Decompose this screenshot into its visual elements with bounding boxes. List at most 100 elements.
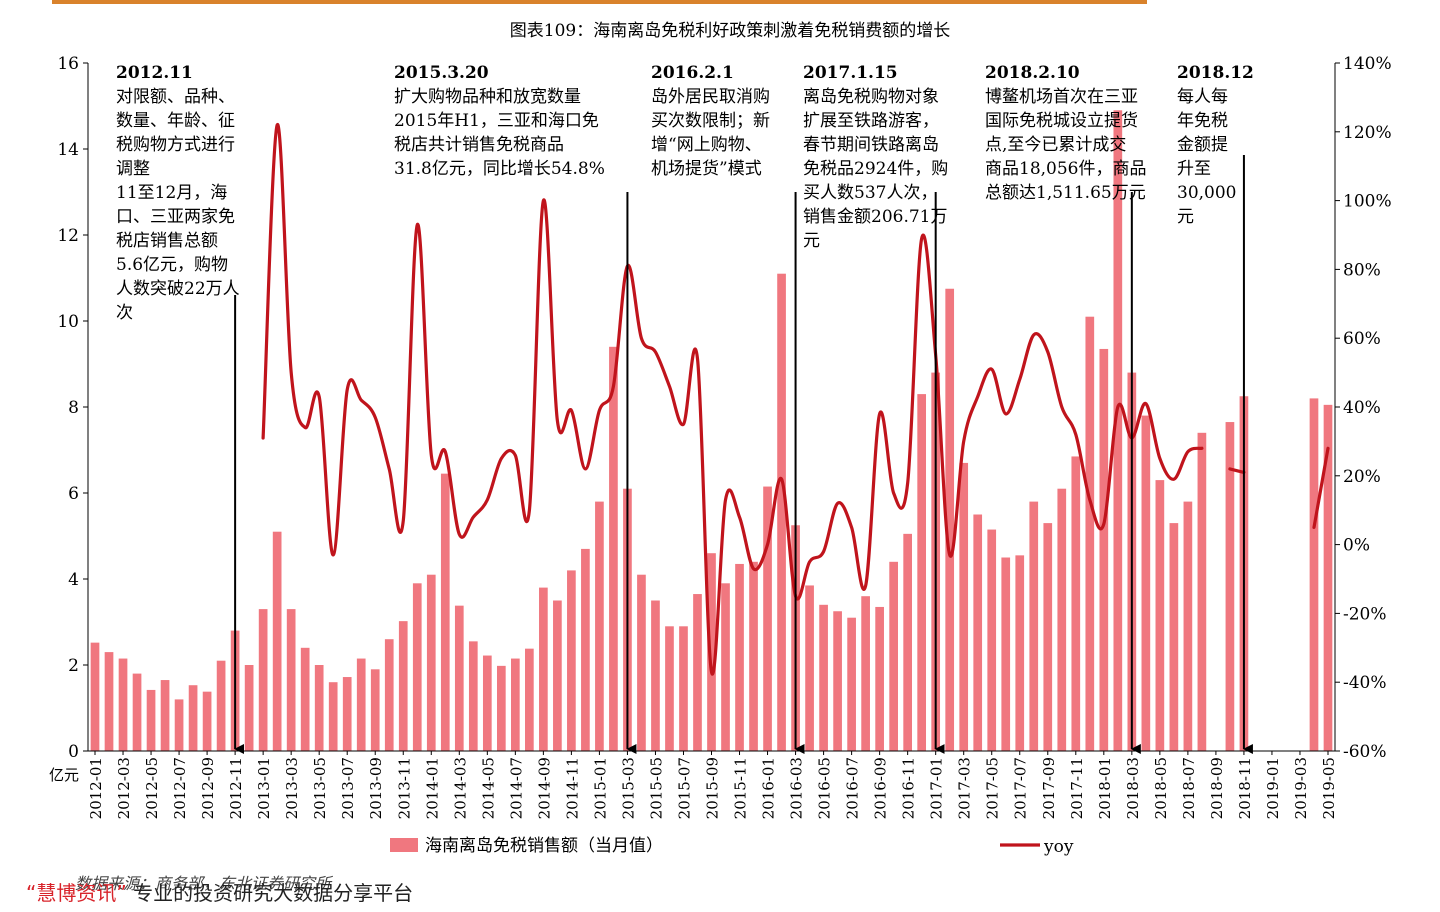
legend-line-label: yoy xyxy=(1043,837,1074,857)
sales-bar xyxy=(819,604,828,751)
annotation-line: 数量、年龄、征 xyxy=(116,111,235,131)
header-rule xyxy=(52,0,1147,4)
x-tick-label: 2017-07 xyxy=(1012,757,1030,819)
sales-bar xyxy=(889,561,898,751)
x-tick-label: 2018-01 xyxy=(1096,757,1114,819)
sales-bar xyxy=(1001,557,1011,751)
sales-bar xyxy=(202,691,212,751)
sales-bar xyxy=(1183,501,1193,751)
left-tick-label: 2 xyxy=(68,656,79,676)
sales-bar xyxy=(482,655,492,751)
axes: 0 2 4 6 8 10 12 14 16 -60% -40% -20% 0% 20% 40% 60% 80% 1… xyxy=(57,54,1391,819)
sales-bar xyxy=(300,647,310,751)
sales-bar xyxy=(637,574,646,751)
x-tick-label: 2013-11 xyxy=(395,757,413,819)
x-tick-label: 2014-03 xyxy=(451,757,469,819)
x-tick-label: 2013-05 xyxy=(311,757,329,819)
x-tick-label: 2017-05 xyxy=(984,757,1002,819)
watermark: “慧博资讯” 专业的投资研究大数据分享平台 xyxy=(26,877,413,906)
source-note: 数据来源：商务部，东北证券研究所 xyxy=(75,874,334,893)
x-tick-label: 2016-05 xyxy=(816,757,834,819)
sales-bar xyxy=(861,596,870,751)
sales-bar xyxy=(581,548,590,751)
sales-bar xyxy=(90,642,100,751)
x-tick-label: 2012-01 xyxy=(87,757,105,819)
x-tick-label: 2013-07 xyxy=(339,757,357,819)
sales-bar xyxy=(973,514,983,751)
sales-bar xyxy=(875,606,884,751)
x-tick-label: 2019-05 xyxy=(1320,757,1338,819)
annotation-line: 元 xyxy=(803,231,820,251)
x-tick-label: 2016-07 xyxy=(844,757,862,819)
x-tick-label: 2013-03 xyxy=(283,757,301,819)
annotation-date: 2012.11 xyxy=(116,63,193,83)
annotation-line: 离岛免税购物对象 xyxy=(803,87,939,107)
annotation-line: 30,000 xyxy=(1177,183,1236,203)
sales-bar xyxy=(917,394,927,751)
annotation-line: 岛外居民取消购 xyxy=(651,87,770,107)
annotation-line: 31.8亿元，同比增长54.8% xyxy=(394,159,605,179)
sales-bar xyxy=(314,665,324,751)
left-tick-label: 16 xyxy=(57,54,79,74)
x-tick-label: 2014-09 xyxy=(535,757,553,819)
sales-bar xyxy=(384,639,394,751)
x-tick-label: 2016-09 xyxy=(872,757,890,819)
sales-bar xyxy=(1169,523,1179,751)
right-tick-label: 140% xyxy=(1343,54,1392,74)
x-tick-label: 2013-01 xyxy=(255,757,273,819)
sales-bar xyxy=(735,563,744,751)
annotation-line: 总额达1,511.65万元 xyxy=(985,183,1146,203)
annotation-line: 11至12月，海 xyxy=(116,183,227,203)
sales-bar xyxy=(272,531,282,751)
sales-bar xyxy=(1113,110,1123,752)
left-tick-label: 4 xyxy=(68,570,79,590)
sales-bar xyxy=(847,617,856,751)
annotation-line: 人数突破22万人 xyxy=(116,279,240,299)
sales-bar xyxy=(1141,415,1151,751)
sales-bar xyxy=(1155,480,1165,751)
annotation-line: 点,至今已累计成交 xyxy=(985,135,1126,155)
left-tick-label: 0 xyxy=(68,742,79,762)
legend-bar-label: 海南离岛免税销售额（当月值） xyxy=(425,836,663,856)
chart-title: 图表109：海南离岛免税利好政策刺激着免税销费额的增长 xyxy=(510,21,950,41)
x-tick-label: 2018-07 xyxy=(1180,757,1198,819)
x-tick-label: 2014-01 xyxy=(423,757,441,819)
sales-bar xyxy=(987,529,997,751)
annotation-date: 2018.12 xyxy=(1177,63,1254,83)
annotation-line: 金额提 xyxy=(1177,135,1228,155)
sales-bar xyxy=(328,682,338,751)
right-tick-label: 100% xyxy=(1343,192,1392,212)
x-tick-label: 2017-11 xyxy=(1068,757,1086,819)
left-axis-unit: 亿元 xyxy=(49,766,79,784)
sales-bar xyxy=(595,501,604,751)
sales-bar xyxy=(609,346,618,751)
sales-bar xyxy=(833,611,842,751)
x-tick-label: 2014-05 xyxy=(479,757,497,819)
x-tick-label: 2016-03 xyxy=(788,757,806,819)
annotation-line: 调整 xyxy=(116,159,150,179)
sales-bar xyxy=(398,621,408,751)
x-tick-label: 2017-01 xyxy=(928,757,946,819)
annotation-date: 2018.2.10 xyxy=(985,63,1080,83)
right-tick-label: 40% xyxy=(1343,398,1381,418)
sales-bar xyxy=(342,677,352,751)
x-tick-label: 2014-11 xyxy=(563,757,581,819)
bar-series xyxy=(90,110,1333,752)
annotation-line: 元 xyxy=(1177,207,1194,227)
sales-bar xyxy=(749,561,758,751)
x-tick-label: 2012-09 xyxy=(199,757,217,819)
annotation-line: 扩大购物品种和放宽数量 xyxy=(394,87,581,107)
sales-bar xyxy=(1071,456,1081,751)
sales-bar xyxy=(903,533,913,751)
sales-bar xyxy=(412,583,422,751)
annotation-date: 2015.3.20 xyxy=(394,63,489,83)
annotation-line: 买人数537人次， xyxy=(803,183,937,203)
x-tick-label: 2012-05 xyxy=(143,757,161,819)
sales-bar xyxy=(665,626,674,751)
sales-bar xyxy=(244,665,254,751)
sales-bar xyxy=(160,680,170,751)
x-tick-label: 2017-03 xyxy=(956,757,974,819)
annotation-date: 2016.2.1 xyxy=(651,63,734,83)
annotation-line: 5.6亿元，购物 xyxy=(116,255,228,275)
